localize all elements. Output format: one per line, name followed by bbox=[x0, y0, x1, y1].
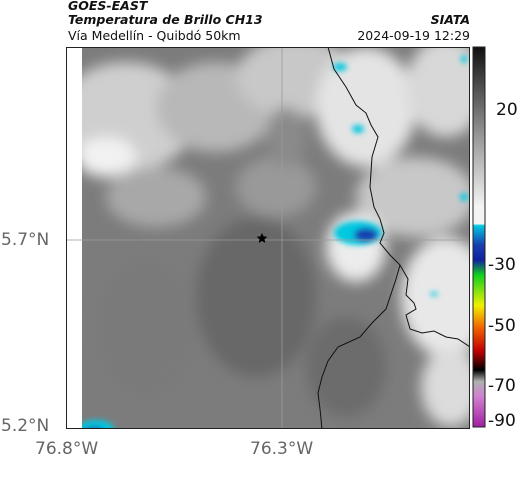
region-subtitle: Vía Medellín - Quibdó 50km bbox=[68, 28, 241, 43]
brightness-field bbox=[82, 47, 470, 429]
colorbar-tick-label: -90 bbox=[488, 411, 516, 431]
organization-label: SIATA bbox=[430, 12, 470, 27]
lon-tick-label: 76.8°W bbox=[35, 439, 99, 459]
colorbar-tick-label: -50 bbox=[488, 316, 516, 336]
satellite-source: GOES-EAST bbox=[68, 0, 148, 13]
colorbar-tick-label: 20 bbox=[496, 100, 518, 120]
lat-tick-label: 5.7°N bbox=[1, 230, 50, 250]
colorbar-tick-label: -30 bbox=[488, 255, 516, 275]
lat-tick-label: 5.2°N bbox=[1, 416, 50, 436]
cold-cloud-cells bbox=[82, 55, 468, 429]
star-icon bbox=[256, 233, 268, 243]
product-title: Temperatura de Brillo CH13 bbox=[68, 12, 263, 27]
boundary-line bbox=[317, 47, 470, 429]
map-frame bbox=[66, 47, 470, 429]
lon-tick-label: 76.3°W bbox=[250, 439, 314, 459]
colorbar bbox=[472, 46, 486, 428]
satellite-map bbox=[66, 47, 470, 429]
colorbar-tick-label: -70 bbox=[488, 376, 516, 396]
timestamp-label: 2024-09-19 12:29 bbox=[357, 28, 470, 43]
